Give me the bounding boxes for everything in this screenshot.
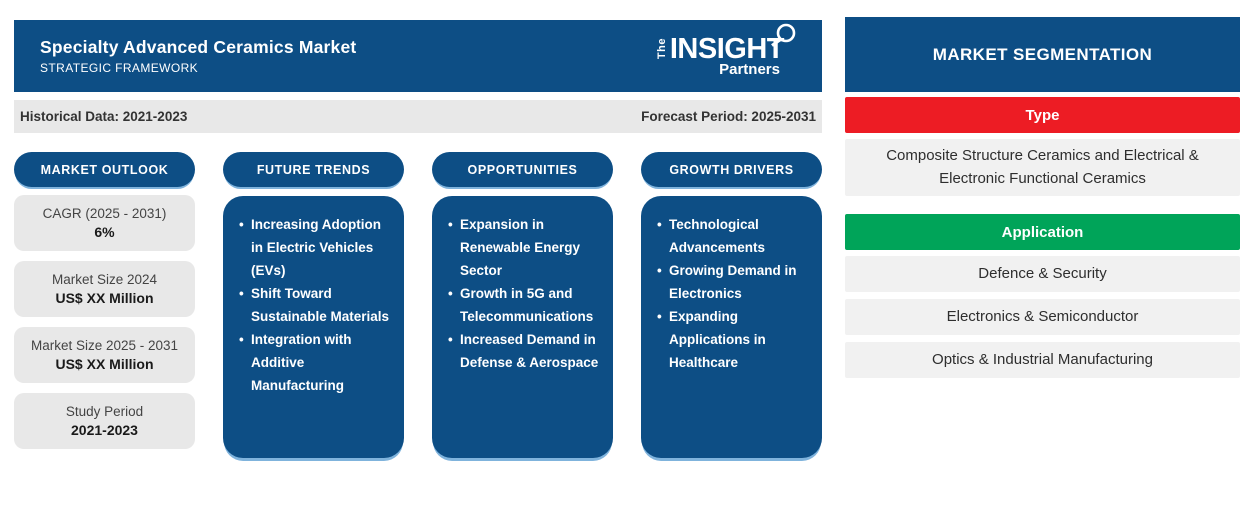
bullet-item: Shift Toward Sustainable Materials	[239, 282, 394, 328]
stat-value: US$ XX Million	[55, 290, 154, 306]
segmentation-sections: Type Composite Structure Ceramics and Ele…	[845, 97, 1240, 378]
segment-item: Electronics & Semiconductor	[845, 299, 1240, 335]
segment-header-application: Application	[845, 214, 1240, 250]
column-market-outlook: MARKET OUTLOOK CAGR (2025 - 2031) 6% Marke…	[14, 152, 195, 458]
growth-drivers-list: Technological AdvancementsGrowing Demand…	[657, 213, 812, 374]
market-segmentation-panel: MARKET SEGMENTATION Type Composite Struct…	[845, 17, 1240, 396]
magnifier-icon	[771, 23, 796, 47]
stat-label: CAGR (2025 - 2031)	[42, 206, 167, 221]
stat-label: Market Size 2024	[51, 272, 158, 287]
future-trends-box: Increasing Adoption in Electric Vehicles…	[223, 196, 404, 458]
stat-card: Market Size 2024 US$ XX Million	[14, 261, 195, 317]
segment-item: Composite Structure Ceramics and Electri…	[845, 139, 1240, 196]
stat-card: Study Period 2021-2023	[14, 393, 195, 449]
segment-header-type: Type	[845, 97, 1240, 133]
growth-drivers-box: Technological AdvancementsGrowing Demand…	[641, 196, 822, 458]
segment-items: Defence & Security Electronics & Semicond…	[845, 256, 1240, 378]
column-header-market-outlook: MARKET OUTLOOK	[14, 152, 195, 187]
bullet-item: Increased Demand in Defense & Aerospace	[448, 328, 603, 374]
column-header-growth-drivers: GROWTH DRIVERS	[641, 152, 822, 187]
future-trends-list: Increasing Adoption in Electric Vehicles…	[239, 213, 394, 397]
segment-item: Defence & Security	[845, 256, 1240, 292]
stat-value: US$ XX Million	[55, 356, 154, 372]
stat-card: Market Size 2025 - 2031 US$ XX Million	[14, 327, 195, 383]
logo-the-text: The	[655, 38, 668, 60]
column-header-future-trends: FUTURE TRENDS	[223, 152, 404, 187]
bullet-item: Integration with Additive Manufacturing	[239, 328, 394, 397]
opportunities-list: Expansion in Renewable Energy SectorGrow…	[448, 213, 603, 374]
column-future-trends: FUTURE TRENDS Increasing Adoption in Ele…	[223, 152, 404, 458]
page-title: Specialty Advanced Ceramics Market	[40, 37, 357, 57]
main-header: Specialty Advanced Ceramics Market STRAT…	[14, 20, 822, 92]
stat-value: 6%	[94, 224, 115, 240]
forecast-period-label: Forecast Period: 2025-2031	[641, 109, 816, 124]
stat-card: CAGR (2025 - 2031) 6%	[14, 195, 195, 251]
insight-partners-logo: The INSIGHT Partners	[655, 23, 796, 78]
bullet-item: Technological Advancements	[657, 213, 812, 259]
stat-label: Market Size 2025 - 2031	[30, 338, 179, 353]
segment-item: Optics & Industrial Manufacturing	[845, 342, 1240, 378]
logo-partners-text: Partners	[719, 60, 780, 78]
stat-label: Study Period	[65, 404, 144, 419]
historical-data-label: Historical Data: 2021-2023	[20, 109, 188, 124]
logo-main: The INSIGHT	[655, 32, 785, 65]
column-header-opportunities: OPPORTUNITIES	[432, 152, 613, 187]
opportunities-box: Expansion in Renewable Energy SectorGrow…	[432, 196, 613, 458]
market-outlook-cards: CAGR (2025 - 2031) 6% Market Size 2024 US$ …	[14, 195, 195, 449]
bullet-item: Increasing Adoption in Electric Vehicles…	[239, 213, 394, 282]
title-block: Specialty Advanced Ceramics Market STRAT…	[40, 37, 356, 75]
segmentation-title: MARKET SEGMENTATION	[845, 17, 1240, 92]
logo-insight-text: INSIGHT	[669, 32, 785, 65]
segment-items: Composite Structure Ceramics and Electri…	[845, 139, 1240, 196]
column-growth-drivers: GROWTH DRIVERS Technological Advancement…	[641, 152, 822, 458]
bullet-item: Growing Demand in Electronics	[657, 259, 812, 305]
bullet-item: Growth in 5G and Telecommunications	[448, 282, 603, 328]
period-bar: Historical Data: 2021-2023 Forecast Peri…	[14, 100, 822, 133]
bullet-item: Expansion in Renewable Energy Sector	[448, 213, 603, 282]
page-subtitle: STRATEGIC FRAMEWORK	[40, 61, 199, 75]
bullet-item: Expanding Applications in Healthcare	[657, 305, 812, 374]
framework-columns: MARKET OUTLOOK CAGR (2025 - 2031) 6% Marke…	[14, 152, 822, 458]
column-opportunities: OPPORTUNITIES Expansion in Renewable Ene…	[432, 152, 613, 458]
stat-value: 2021-2023	[71, 422, 138, 438]
